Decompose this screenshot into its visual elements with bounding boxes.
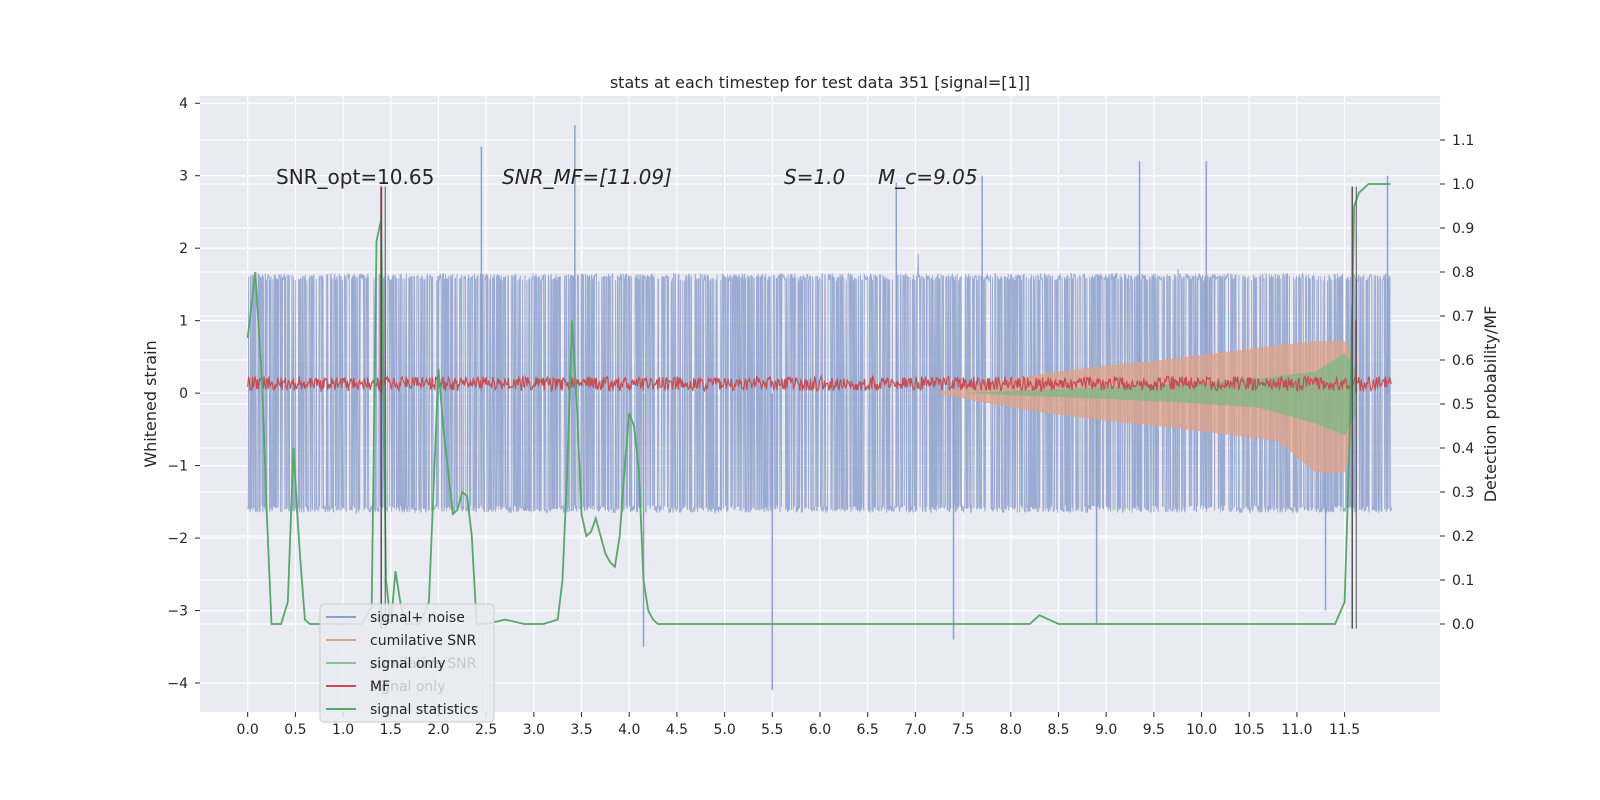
y-tick-label: −1: [167, 459, 188, 475]
y-tick-label: 2: [179, 241, 188, 257]
x-tick-label: 2.0: [427, 722, 449, 738]
y-tick-label: −4: [167, 676, 188, 692]
y2-tick-label: 0.1: [1452, 573, 1474, 589]
chart-title: stats at each timestep for test data 351…: [610, 73, 1030, 92]
y2-tick-label: 0.5: [1452, 397, 1474, 413]
x-tick-label: 6.0: [809, 722, 831, 738]
y-axis-ticks: −4 −3 −2 −1 0 1 2 3 4: [167, 96, 200, 692]
y-tick-label: 1: [179, 314, 188, 330]
y2-tick-label: 0.7: [1452, 309, 1474, 325]
annotation-mc-value: M_c=9.05: [878, 165, 978, 189]
y2-tick-label: 1.0: [1452, 177, 1474, 193]
legend-ghost-signal-only: signal only: [370, 679, 445, 695]
x-tick-label: 5.0: [713, 722, 735, 738]
x-tick-label: 2.5: [475, 722, 497, 738]
signal-only-area: [963, 353, 1357, 436]
x-tick-label: 4.0: [618, 722, 640, 738]
y-tick-label: −2: [167, 531, 188, 547]
x-tick-label: 5.5: [761, 722, 783, 738]
x-tick-label: 10.5: [1234, 722, 1265, 738]
y2-tick-label: 0.2: [1452, 529, 1474, 545]
x-tick-label: 6.5: [857, 722, 879, 738]
x-tick-label: 4.5: [666, 722, 688, 738]
x-tick-label: 7.5: [952, 722, 974, 738]
y2-tick-label: 0.3: [1452, 485, 1474, 501]
legend-label-signal-only: signal only: [370, 656, 445, 672]
x-tick-label: 7.0: [904, 722, 926, 738]
y-tick-label: −3: [167, 604, 188, 620]
y-tick-label: 3: [179, 169, 188, 185]
annotation-s-value: S=1.0: [784, 165, 845, 189]
x-tick-label: 9.5: [1143, 722, 1165, 738]
x-tick-label: 0.0: [237, 722, 259, 738]
annotation-snr-mf: SNR_MF=[11.09]: [502, 165, 672, 189]
legend-label-signal-noise: signal+ noise: [370, 610, 465, 626]
y2-tick-label: 0.0: [1452, 617, 1474, 633]
x-tick-label: 8.0: [1000, 722, 1022, 738]
x-tick-label: 8.5: [1047, 722, 1069, 738]
x-tick-label: 9.0: [1095, 722, 1117, 738]
cumulative-snr-area: [934, 341, 1355, 473]
legend: signal+ noise cumilative SNR cumilative …: [319, 603, 495, 723]
vertical-markers: [380, 186, 1357, 629]
signal-noise-line: [247, 253, 1392, 515]
cumulative-snr-series: [934, 341, 1355, 473]
y2-tick-label: 0.9: [1452, 221, 1474, 237]
signal-only-series: [963, 353, 1357, 436]
x-tick-label: 10.0: [1186, 722, 1217, 738]
legend-ghost-cumulative-snr: cumilative SNR: [370, 656, 477, 672]
legend-label-signal-statistics: signal statistics: [370, 702, 478, 718]
y2-tick-label: 0.6: [1452, 353, 1474, 369]
legend-label-cumulative-snr: cumilative SNR: [370, 633, 477, 649]
y2-tick-label: 1.1: [1452, 133, 1474, 149]
y-tick-label: 0: [179, 386, 188, 402]
y2-tick-label: 0.4: [1452, 441, 1474, 457]
x-tick-label: 1.5: [380, 722, 402, 738]
x-tick-label: 3.5: [570, 722, 592, 738]
legend-box: [319, 603, 495, 723]
x-tick-label: 1.0: [332, 722, 354, 738]
x-axis-ticks: 0.0 0.5 1.0 1.5 2.0 2.5 3.0 3.5 4.0 4.5 5.0 5.5 6.0 6…: [237, 712, 1360, 738]
legend-label-mf: MF: [370, 679, 390, 695]
grid: [200, 96, 1440, 712]
y2-axis-label: Detection probability/MF: [1481, 306, 1500, 503]
signal-noise-series: [247, 124, 1392, 691]
y2-axis-ticks: 0.0 0.1 0.2 0.3 0.4 0.5 0.6 0.7 0.8 0.9 1.0 1.1: [1440, 133, 1474, 633]
x-tick-label: 0.5: [284, 722, 306, 738]
y2-tick-label: 0.8: [1452, 265, 1474, 281]
x-tick-label: 11.0: [1281, 722, 1312, 738]
y-axis-label: Whitened strain: [141, 340, 160, 467]
x-tick-label: 11.5: [1329, 722, 1360, 738]
y-tick-label: 4: [179, 96, 188, 112]
annotation-snr-opt: SNR_opt=10.65: [276, 165, 434, 189]
x-tick-label: 3.0: [523, 722, 545, 738]
